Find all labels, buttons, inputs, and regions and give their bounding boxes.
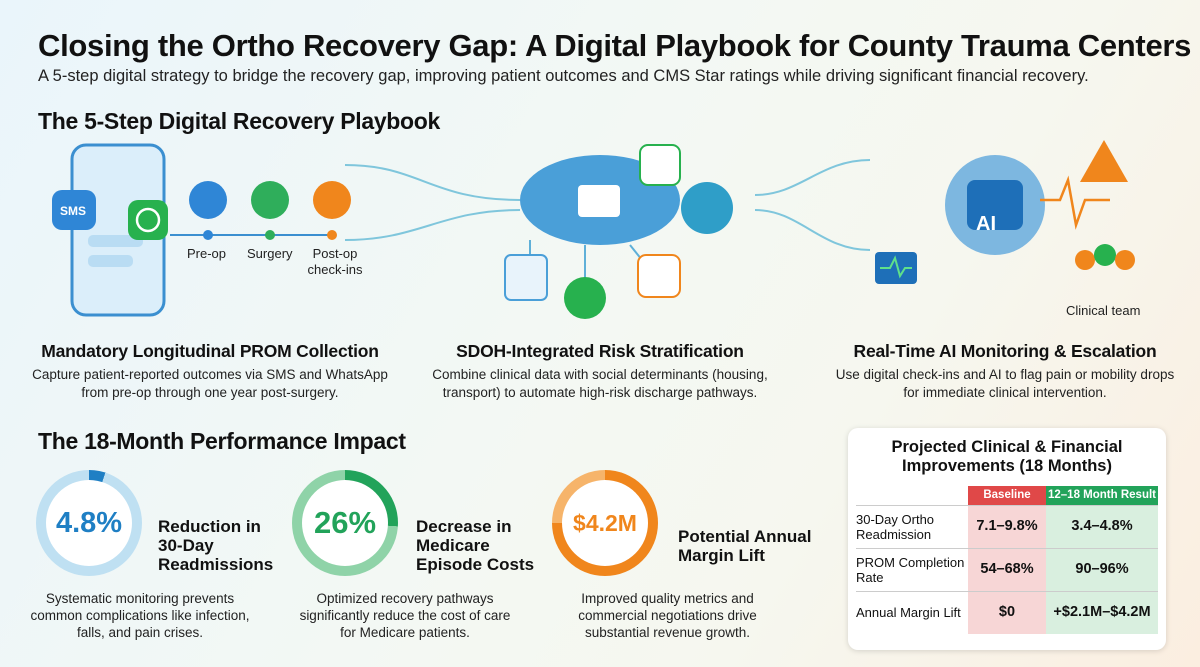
baseline: 7.1–9.8% [968,504,1046,548]
sms-label: SMS [60,204,87,218]
post-op-calendar-icon [313,181,351,240]
result: +$2.1M–$4.2M [1046,590,1158,634]
stat-label: Reduction in 30-Day Readmissions [158,517,274,574]
connector-lines [344,159,871,251]
stat-ring-readmissions: 4.8% [36,470,142,576]
stat-desc: Systematic monitoring prevents common co… [30,591,250,640]
step-desc-sdoh: Combine clinical data with social determ… [432,367,768,400]
sms-bubble-icon [52,190,96,230]
stat-value: 4.8% [46,480,132,566]
result: 90–96% [1046,547,1158,591]
table-title: Projected Clinical & Financial Improveme… [891,438,1123,475]
timeline-pre-op: Pre-op [187,246,227,261]
table-row: 30-Day Ortho Readmission 7.1–9.8% 3.4–4.8% [856,504,1158,548]
metric: Annual Margin Lift [856,590,968,634]
stat-ring-episode-costs: 26% [292,470,398,576]
housing-icon [637,254,681,298]
baseline: $0 [968,590,1046,634]
clinical-team-label: Clinical team [1066,303,1141,318]
pulse-line [1040,175,1110,230]
step-title-prom: Mandatory Longitudinal PROM Collection [41,341,379,361]
stat-label: Decrease in Medicare Episode Costs [416,517,535,574]
page-title: Closing the Ortho Recovery Gap: A Digita… [38,28,1192,63]
stat-value: $4.2M [562,480,648,566]
stat-desc: Improved quality metrics and commercial … [578,591,757,640]
stat-label: Potential Annual Margin Lift [678,527,812,565]
step-desc-ai: Use digital check-ins and AI to flag pai… [835,367,1175,400]
document-edit-icon [639,144,681,186]
playbook-heading: The 5-Step Digital Recovery Playbook [38,108,441,134]
stat-ring-margin-lift: $4.2M [552,470,658,576]
playbook-illustration [52,140,1135,319]
patient-record-icon [504,254,548,301]
table-row: Annual Margin Lift $0 +$2.1M–$4.2M [856,590,1158,634]
warning-icon [1080,140,1128,182]
transport-bus-icon [564,277,606,319]
step-desc-prom: Capture patient-reported outcomes via SM… [32,367,388,400]
improvements-table-card: Projected Clinical & Financial Improveme… [848,428,1166,650]
stat-desc: Optimized recovery pathways significantl… [299,591,511,640]
step-title-sdoh: SDOH-Integrated Risk Stratification [456,341,744,361]
improvements-table: Baseline 12–18 Month Result 30-Day Ortho … [856,486,1158,634]
step-title-ai: Real-Time AI Monitoring & Escalation [853,341,1157,361]
ai-brain-icon [945,155,1045,255]
timeline-post-op: Post-op check-ins [307,246,363,277]
stat-value: 26% [302,480,388,566]
result: 3.4–4.8% [1046,504,1158,548]
timeline-surgery: Surgery [247,246,293,261]
surgery-scissors-icon [251,181,289,240]
header-result: 12–18 Month Result [1046,486,1158,505]
clinical-team-icon [1075,244,1135,270]
impact-heading: The 18-Month Performance Impact [38,428,406,454]
metric: PROM Completion Rate [856,547,968,591]
table-row: PROM Completion Rate 54–68% 90–96% [856,547,1158,591]
header-baseline: Baseline [968,486,1046,505]
calendar-check-icon [189,181,227,240]
monitor-heartbeat-icon [875,252,917,284]
page-subtitle: A 5-step digital strategy to bridge the … [38,67,1089,85]
baseline: 54–68% [968,547,1046,591]
workflow-icon [681,182,733,234]
ai-label: AI [976,213,996,235]
whatsapp-icon [128,200,168,240]
metric: 30-Day Ortho Readmission [856,504,968,548]
